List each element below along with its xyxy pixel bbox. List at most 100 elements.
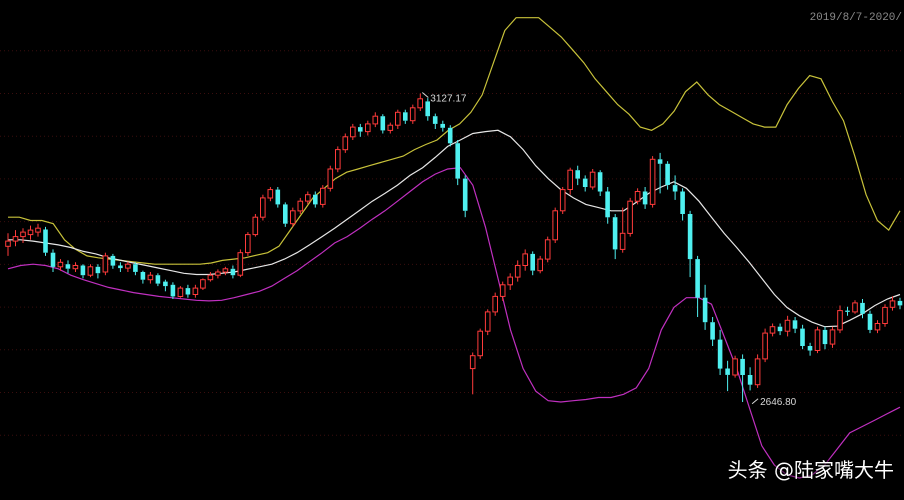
candle-up (559, 187, 566, 214)
candle-body (387, 124, 394, 131)
candle-body (814, 329, 821, 351)
candle-body (425, 101, 430, 117)
candle-body (200, 279, 206, 289)
candle-body (327, 168, 334, 189)
candle-up (477, 328, 483, 359)
candle-down (860, 299, 865, 319)
middle-band-line (8, 129, 901, 328)
candle-body (567, 169, 574, 190)
candle-body (507, 276, 513, 286)
candle-up (297, 197, 304, 214)
candle-down (680, 188, 685, 221)
candle-up (829, 326, 836, 348)
candle-body (462, 178, 468, 211)
candle-up (260, 194, 266, 221)
candle-body (800, 328, 805, 346)
candle-body (672, 185, 678, 192)
candle-body (372, 115, 379, 125)
candle-body (680, 191, 685, 214)
annotation-label: 3127.17 (430, 94, 467, 105)
candle-body (867, 313, 873, 330)
candle-down (43, 226, 48, 256)
candle-body (72, 265, 79, 270)
candle-up (754, 354, 761, 388)
candle-body (747, 375, 753, 385)
candle-body (447, 127, 453, 144)
candle-body (740, 358, 745, 375)
candle-up (387, 122, 394, 134)
candle-body (192, 287, 199, 296)
candle-body (5, 240, 11, 247)
candle-body (649, 158, 656, 205)
candle-down (605, 187, 610, 224)
candle-up (769, 323, 776, 337)
candle-body (80, 265, 86, 276)
candle-body (530, 253, 535, 271)
candle-up (342, 133, 349, 153)
bollinger-bands (7, 17, 901, 479)
candle-up (320, 185, 326, 208)
candle-down (440, 120, 445, 132)
lower-band-line (7, 167, 901, 479)
candle-body (702, 297, 708, 323)
candle-up (417, 93, 423, 111)
candle-down (230, 265, 236, 279)
candle-body (477, 330, 483, 357)
watermark-text: 头条 @陆家嘴大牛 (727, 458, 894, 482)
candle-down (597, 170, 603, 196)
candle-body (860, 302, 865, 314)
candle-down (897, 297, 903, 310)
candle-body (43, 229, 48, 253)
candle-body (552, 210, 559, 241)
candle-down (118, 262, 123, 272)
candle-body (275, 189, 281, 205)
candle-body (575, 170, 580, 179)
candle-down (140, 270, 146, 284)
candle-up (27, 225, 34, 240)
candle-down (665, 161, 670, 190)
candle-up (395, 109, 401, 129)
candle-down (867, 310, 873, 334)
candle-body (687, 214, 693, 260)
candle-body (522, 253, 529, 266)
candle-body (57, 261, 64, 268)
candle-body (185, 288, 191, 295)
candle-body (350, 126, 356, 138)
candle-body (619, 232, 626, 250)
candle-body (710, 322, 715, 340)
candle-body (492, 295, 498, 313)
candle-down (695, 255, 700, 317)
candle-down (133, 262, 138, 276)
candle-body (852, 302, 858, 313)
candle-up (469, 352, 476, 395)
candle-up (57, 259, 64, 271)
candle-body (634, 191, 641, 202)
candle-body (657, 159, 663, 164)
candle-body (559, 189, 566, 212)
candle-body (882, 306, 888, 324)
candle-up (290, 207, 296, 227)
candle-up (409, 104, 416, 124)
candle-body (769, 326, 776, 334)
candle-up (222, 266, 229, 276)
candle-body (499, 284, 506, 297)
candle-down (185, 284, 191, 298)
candle-body (140, 272, 146, 280)
annotation-arrow (751, 398, 759, 405)
candle-body (163, 281, 168, 287)
price-annotations: 3127.17 2646.80 (421, 92, 797, 408)
candle-down (575, 165, 580, 186)
candle-up (305, 191, 311, 205)
candle-body (544, 239, 551, 260)
candle-down (740, 354, 745, 402)
candle-up (589, 169, 596, 190)
candle-up (125, 261, 131, 272)
candle-down (50, 249, 56, 272)
candle-up (552, 207, 559, 243)
candle-up (35, 223, 41, 237)
candle-down (95, 264, 101, 279)
candle-down (800, 324, 805, 350)
candle-down (275, 187, 281, 208)
candle-body (484, 311, 491, 332)
